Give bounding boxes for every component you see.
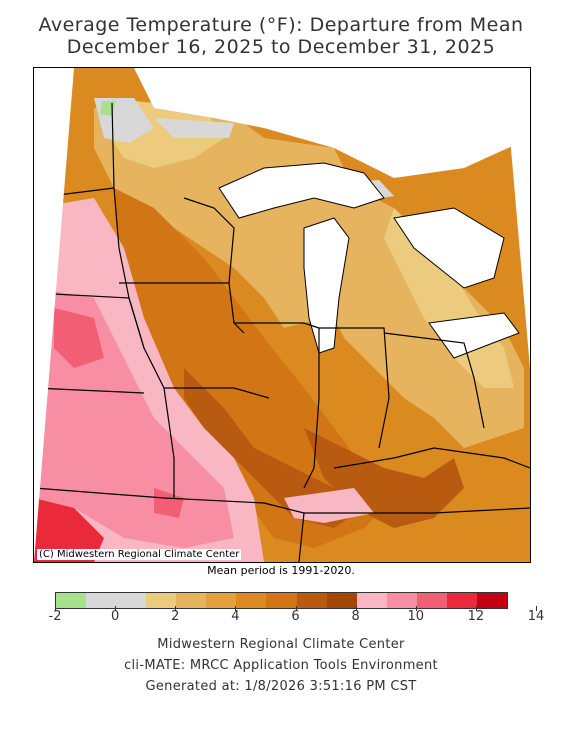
legend-swatch bbox=[446, 593, 477, 608]
region-mississippi-valley bbox=[184, 368, 364, 528]
boundary-ohio-north bbox=[383, 332, 485, 429]
region-michigan-ohio bbox=[294, 188, 524, 448]
legend-tick-label: 8 bbox=[351, 609, 360, 624]
boundary-kentucky-north bbox=[333, 447, 530, 469]
legend-tick-mark bbox=[475, 606, 477, 611]
boundary-kentucky-tennessee bbox=[304, 507, 530, 514]
region-kansas-hot bbox=[154, 488, 184, 518]
boundary-wisconsin-west bbox=[183, 197, 235, 284]
legend-tick-label: 4 bbox=[231, 609, 240, 624]
legend-swatch bbox=[206, 593, 237, 608]
legend-swatch bbox=[266, 593, 297, 608]
footer-organization: Midwestern Regional Climate Center bbox=[157, 637, 405, 652]
copyright-label: (C) Midwestern Regional Climate Center bbox=[37, 549, 242, 560]
boundary-illinois-indiana bbox=[303, 328, 320, 489]
legend-swatch bbox=[86, 593, 117, 608]
lake-michigan bbox=[303, 217, 350, 354]
legend-tick-label: 2 bbox=[171, 609, 180, 624]
boundary-missouri-west bbox=[163, 387, 175, 498]
lake-superior bbox=[218, 162, 385, 219]
map-panel: (C) Midwestern Regional Climate Center bbox=[33, 67, 531, 563]
legend-tick-mark bbox=[175, 606, 177, 611]
legend-swatch bbox=[476, 593, 507, 608]
legend-swatch bbox=[56, 593, 87, 608]
lake-huron bbox=[393, 207, 505, 289]
legend-tick-label: 12 bbox=[467, 609, 485, 624]
boundary-indiana-ohio bbox=[319, 327, 390, 449]
region-ozarks-pink bbox=[284, 488, 374, 523]
legend-swatch bbox=[296, 593, 327, 608]
legend-tick-label: 6 bbox=[291, 609, 300, 624]
footer-system: cli-MATE: MRCC Application Tools Environ… bbox=[124, 658, 438, 673]
lake-erie bbox=[428, 312, 520, 359]
boundary-wisconsin-illinois bbox=[234, 322, 320, 329]
legend-tick-mark bbox=[235, 606, 237, 611]
canada-region bbox=[134, 68, 530, 178]
region-near-normal-arrowhead bbox=[154, 118, 234, 138]
boundary-arkansas-missouri bbox=[263, 502, 305, 562]
temperature-departure-map bbox=[34, 68, 530, 562]
color-scale-legend bbox=[55, 592, 508, 609]
legend-tick-mark bbox=[355, 606, 357, 611]
legend-tick-mark bbox=[415, 606, 417, 611]
legend-tick-label: 10 bbox=[407, 609, 425, 624]
map-title-line1: Average Temperature (°F): Departure from… bbox=[38, 14, 524, 36]
legend-tick-mark bbox=[295, 606, 297, 611]
state-boundaries bbox=[34, 102, 530, 562]
legend-swatch bbox=[176, 593, 207, 608]
footer-generated-time: Generated at: 1/8/2026 3:51:16 PM CST bbox=[145, 679, 417, 694]
legend-tick-label: -2 bbox=[48, 609, 62, 624]
legend-swatch bbox=[116, 593, 147, 608]
legend-tick-label: 14 bbox=[527, 609, 545, 624]
map-edge-mask-left bbox=[34, 68, 74, 562]
legend-swatch bbox=[236, 593, 267, 608]
legend-tick-mark bbox=[55, 606, 56, 611]
map-title-line2: December 16, 2025 to December 31, 2025 bbox=[66, 36, 496, 58]
region-south-dakota-hot bbox=[54, 308, 104, 368]
legend-tick-label: 0 bbox=[110, 609, 120, 624]
legend-swatch bbox=[146, 593, 177, 608]
mean-period-note: Mean period is 1991-2020. bbox=[207, 564, 355, 577]
legend-swatch bbox=[386, 593, 417, 608]
legend-swatch bbox=[416, 593, 447, 608]
legend-tick-mark bbox=[115, 606, 117, 611]
map-edge-mask-right bbox=[504, 68, 530, 368]
boundary-nebraska-kansas bbox=[34, 387, 145, 394]
boundary-iowa-north bbox=[119, 282, 245, 334]
legend-tick-mark bbox=[536, 606, 538, 611]
boundary-kansas-oklahoma bbox=[34, 487, 265, 504]
legend-swatch bbox=[326, 593, 357, 608]
region-ohio-valley bbox=[304, 428, 464, 528]
legend-swatch bbox=[356, 593, 387, 608]
region-southwest-max bbox=[34, 498, 104, 562]
